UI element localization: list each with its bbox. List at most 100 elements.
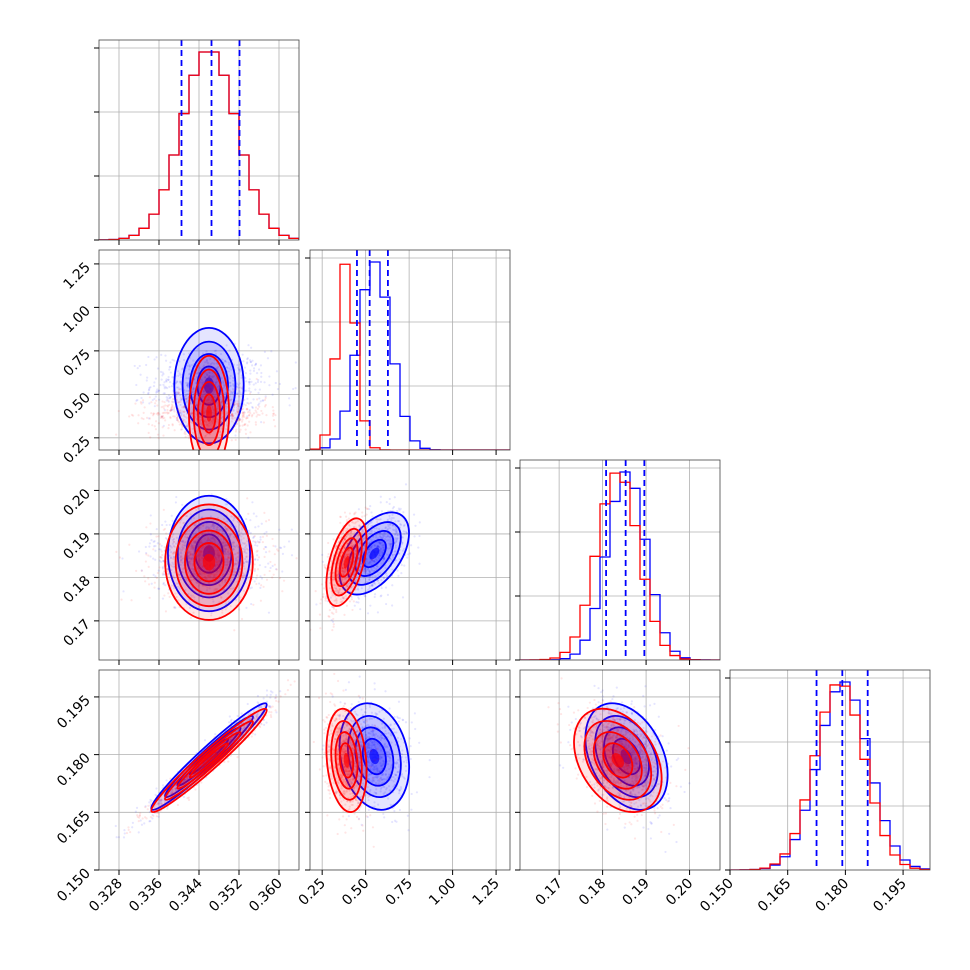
sample-point	[179, 394, 182, 397]
sample-point	[230, 414, 233, 417]
sample-point	[166, 397, 169, 400]
sample-point	[388, 543, 392, 546]
sample-point	[213, 568, 216, 571]
sample-point	[180, 375, 183, 379]
sample-point	[187, 382, 190, 385]
sample-point	[177, 391, 180, 394]
sample-point	[392, 516, 395, 520]
sample-point	[363, 514, 366, 517]
sample-point	[337, 591, 340, 594]
sample-point	[189, 616, 192, 620]
sample-point	[183, 391, 186, 394]
sample-point	[203, 412, 206, 415]
sample-point	[192, 548, 195, 551]
sample-point	[211, 362, 214, 365]
sample-point	[255, 582, 258, 586]
sample-point	[253, 567, 257, 571]
sample-point	[153, 405, 156, 408]
sample-point	[179, 403, 182, 407]
sample-point	[223, 395, 227, 398]
sample-point	[207, 582, 210, 585]
sample-point	[222, 381, 225, 385]
sample-point	[162, 528, 165, 531]
sample-point	[167, 592, 170, 595]
sample-point	[154, 549, 157, 552]
sample-point	[183, 405, 186, 409]
sample-point	[213, 540, 217, 544]
sample-point	[160, 415, 163, 419]
sample-point	[191, 572, 194, 575]
sample-point	[349, 538, 353, 542]
sample-point	[207, 537, 210, 540]
sample-point	[228, 552, 232, 555]
sample-point	[381, 551, 384, 554]
sample-point	[246, 357, 249, 360]
sample-point	[272, 544, 275, 547]
sample-point	[173, 406, 176, 409]
sample-point	[173, 587, 176, 590]
sample-point	[393, 529, 396, 532]
sample-point	[377, 541, 380, 544]
sample-point	[351, 544, 354, 547]
sample-point	[178, 409, 181, 413]
sample-point	[271, 406, 274, 409]
sample-point	[184, 394, 188, 397]
sample-point	[186, 364, 189, 368]
sample-point	[348, 540, 351, 543]
sample-point	[222, 588, 226, 591]
sample-point	[394, 549, 397, 552]
sample-point	[123, 829, 126, 832]
sample-point	[246, 411, 250, 414]
sample-point	[369, 575, 372, 578]
sample-point	[156, 367, 160, 370]
sample-point	[231, 412, 234, 416]
sample-point	[205, 525, 208, 528]
sample-point	[217, 556, 220, 559]
sample-point	[388, 535, 391, 538]
sample-point	[206, 586, 209, 589]
sample-point	[189, 573, 192, 577]
sample-point	[359, 542, 362, 545]
sample-point	[254, 409, 257, 412]
sample-point	[230, 439, 233, 442]
sample-point	[193, 545, 196, 548]
sample-point	[228, 582, 231, 585]
sample-point	[370, 544, 373, 548]
sample-point	[169, 395, 173, 399]
sample-point	[378, 541, 381, 544]
sample-point	[193, 541, 196, 544]
sample-point	[214, 349, 218, 352]
sample-point	[340, 579, 343, 582]
sample-point	[175, 789, 178, 792]
sample-point	[217, 563, 220, 566]
sample-point	[200, 573, 203, 576]
sample-point	[258, 582, 261, 585]
contour-line	[173, 327, 245, 445]
sample-point	[343, 546, 346, 550]
sample-point	[208, 584, 211, 587]
sample-point	[349, 544, 352, 547]
sample-point	[265, 520, 268, 523]
sample-point	[254, 362, 258, 365]
sample-point	[346, 566, 349, 569]
sample-point	[249, 547, 252, 551]
sample-point	[221, 358, 224, 361]
sample-point	[386, 593, 390, 596]
sample-point	[346, 543, 349, 546]
sample-point	[190, 579, 193, 582]
sample-point	[215, 558, 218, 562]
sample-point	[378, 518, 381, 521]
sample-point	[176, 585, 179, 589]
sample-point	[401, 549, 405, 552]
sample-point	[200, 541, 203, 544]
sample-point	[225, 563, 229, 566]
sample-point	[172, 552, 175, 555]
sample-point	[117, 836, 120, 839]
sample-point	[204, 543, 208, 547]
sample-point	[240, 531, 243, 534]
sample-point	[234, 430, 237, 433]
sample-point	[373, 575, 376, 578]
sample-point	[349, 541, 353, 544]
sample-point	[164, 404, 167, 407]
sample-point	[180, 557, 184, 560]
